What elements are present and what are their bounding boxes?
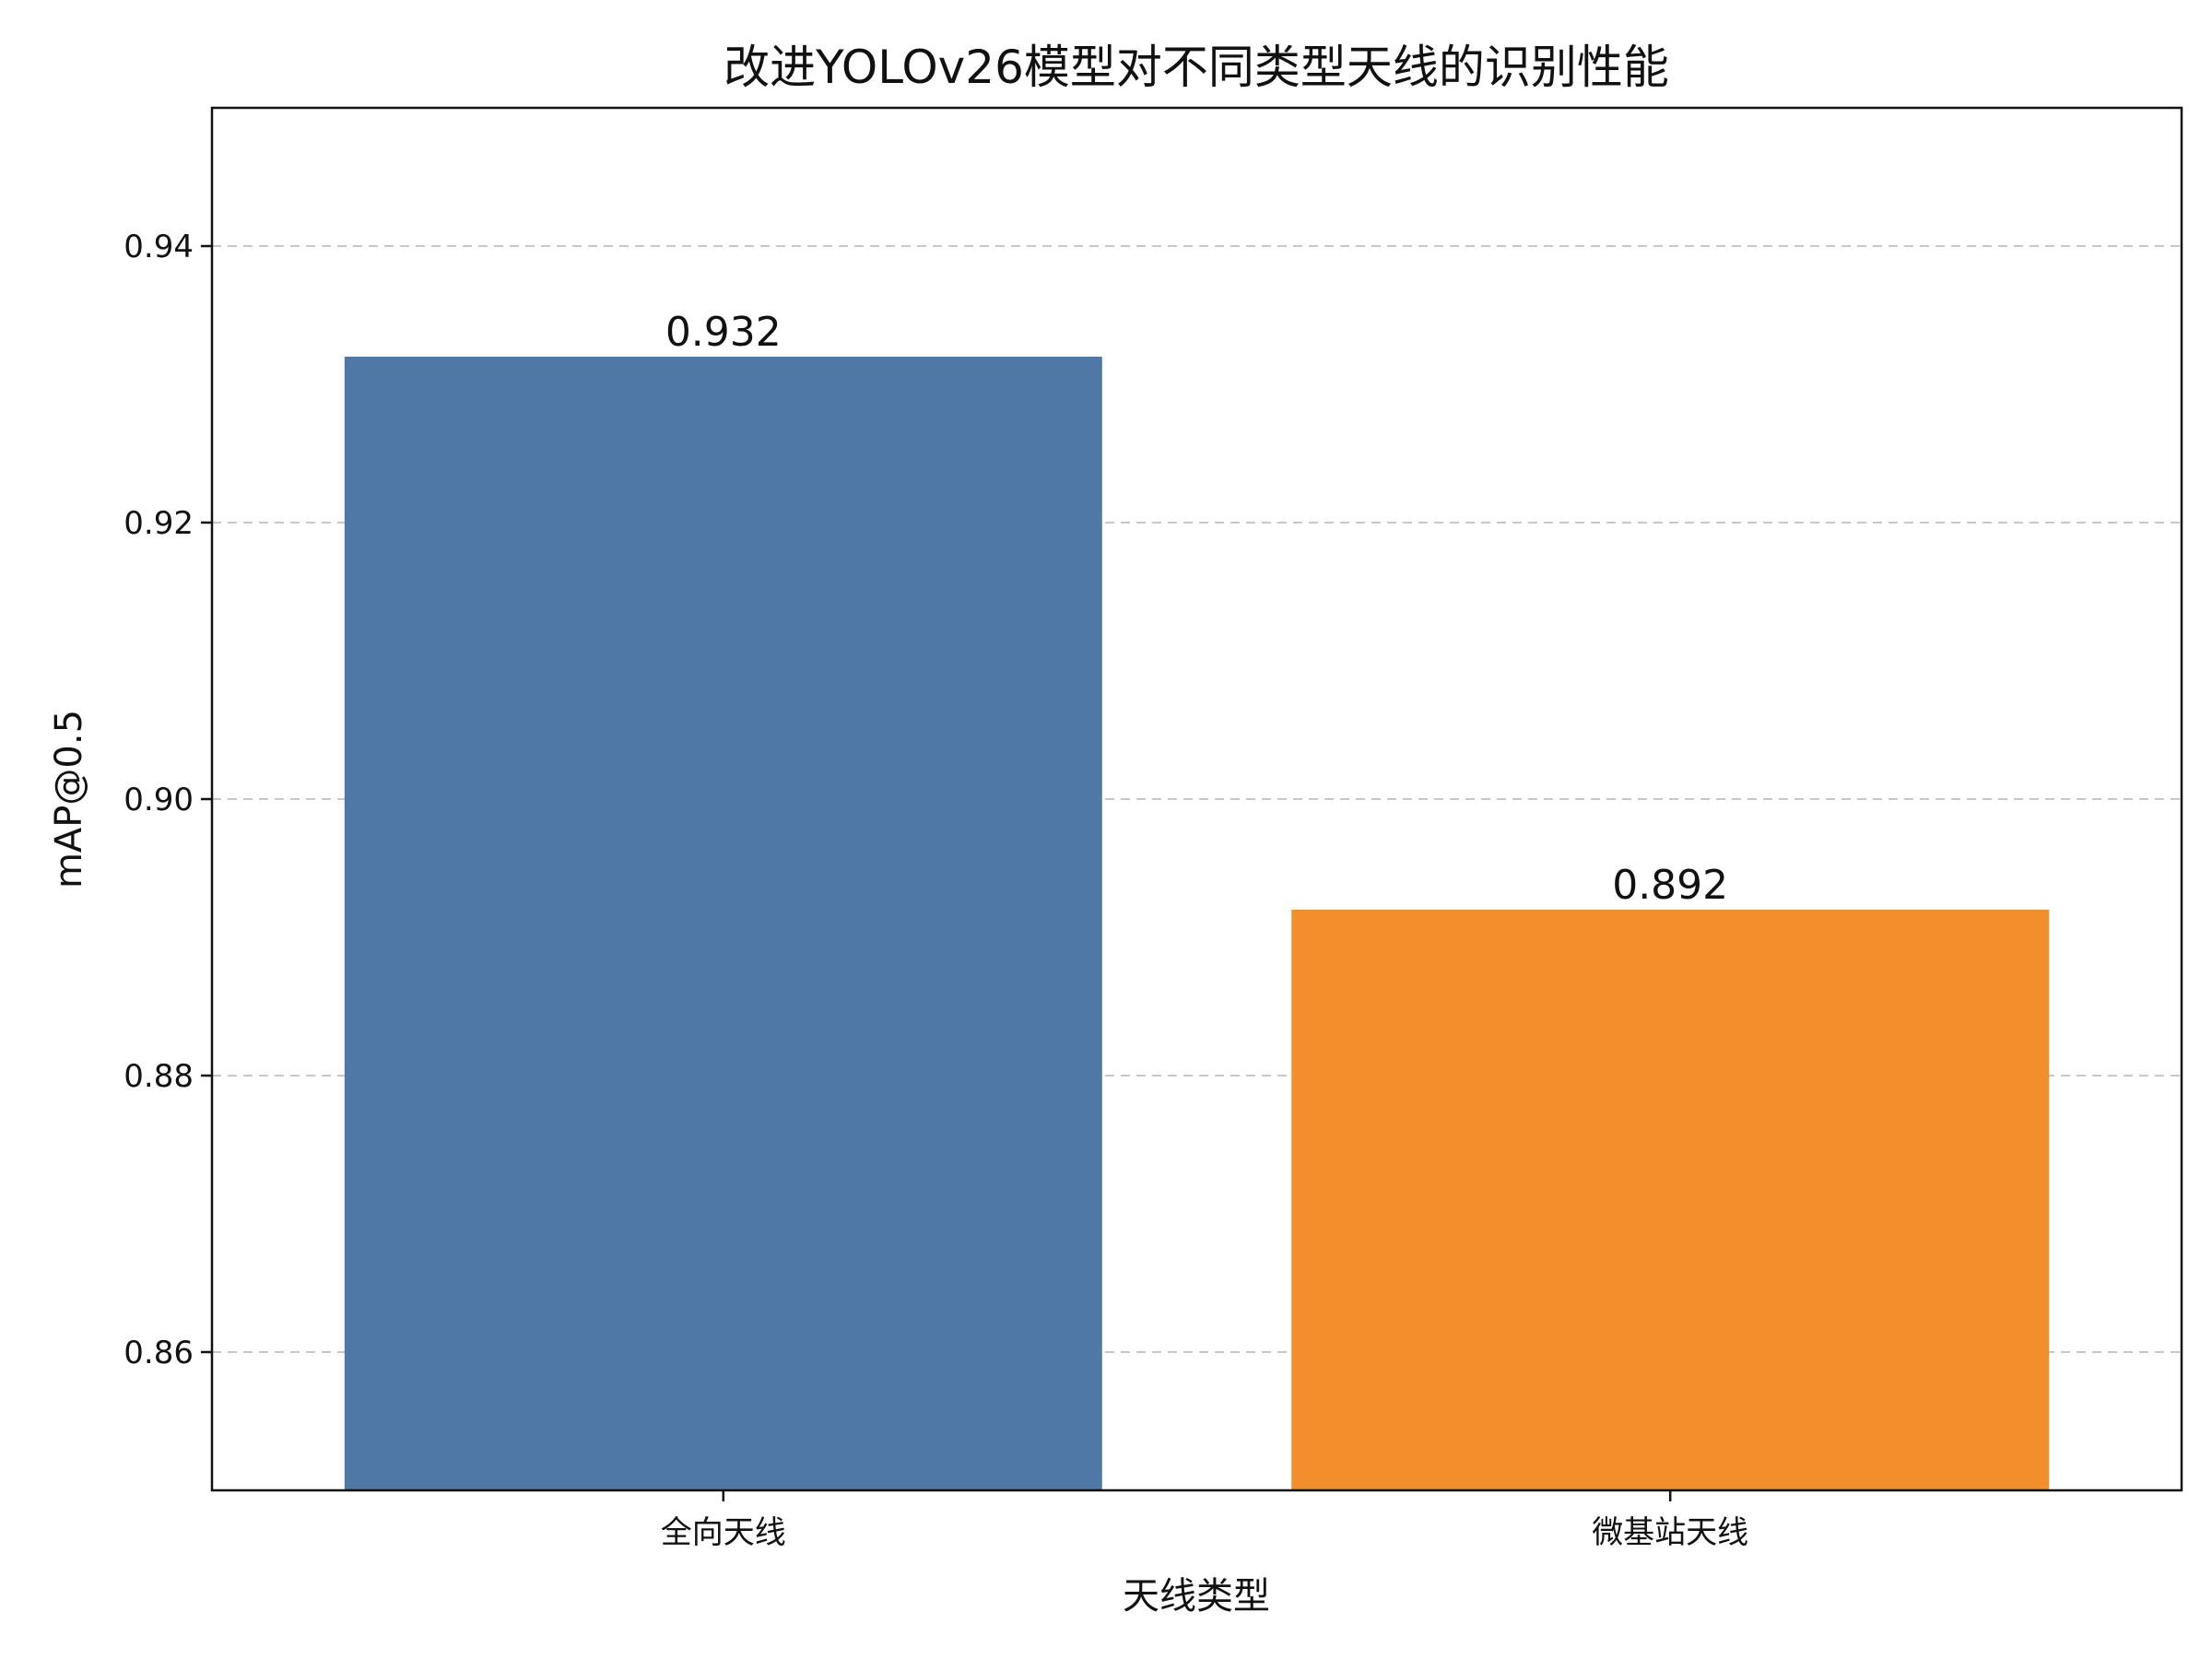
- y-tick-label: 0.90: [124, 782, 194, 818]
- y-axis-label: mAP@0.5: [48, 710, 90, 888]
- bar-value-label: 0.892: [1612, 862, 1728, 909]
- x-tick-label: 微基站天线: [1592, 1514, 1748, 1551]
- x-axis-label: 天线类型: [1123, 1575, 1270, 1618]
- bars: [344, 357, 2050, 1490]
- x-tick-label: 全向天线: [661, 1514, 786, 1551]
- data-labels: 0.932 0.892: [665, 309, 1728, 909]
- bar: [344, 357, 1102, 1490]
- chart-title: 改进YOLOv26模型对不同类型天线的识别性能: [724, 41, 1669, 94]
- bar: [1291, 910, 2050, 1490]
- x-axis-ticks: 全向天线 微基站天线: [661, 1490, 1748, 1551]
- y-tick-label: 0.88: [124, 1058, 194, 1095]
- y-axis-ticks: 0.86 0.88 0.90 0.92 0.94: [124, 229, 212, 1371]
- y-tick-label: 0.86: [124, 1335, 194, 1371]
- y-tick-label: 0.92: [124, 505, 194, 542]
- y-tick-label: 0.94: [124, 229, 194, 265]
- bar-value-label: 0.932: [665, 309, 782, 356]
